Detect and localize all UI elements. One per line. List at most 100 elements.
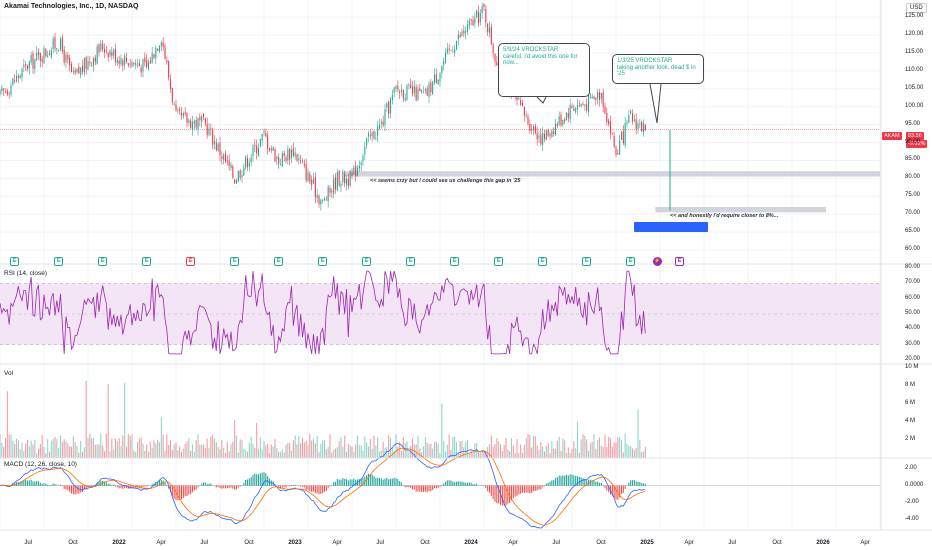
macd-histogram-bar — [289, 485, 291, 487]
volume-bar — [430, 443, 432, 458]
macd-histogram-bar — [12, 483, 14, 486]
macd-histogram-bar — [191, 485, 194, 493]
earnings-marker[interactable]: E — [186, 257, 195, 266]
candle — [591, 96, 593, 99]
candle — [74, 70, 76, 73]
volume-bar — [296, 444, 298, 458]
rsi-pane[interactable] — [0, 270, 880, 355]
volume-bar — [228, 451, 230, 458]
macd-histogram-bar — [516, 485, 518, 496]
volume-bar — [593, 434, 595, 458]
volume-bar — [241, 440, 243, 458]
candle — [373, 130, 375, 139]
macd-histogram-bar — [83, 485, 85, 490]
volume-bar — [158, 442, 161, 458]
currency-button[interactable]: USD — [906, 3, 927, 13]
macd-histogram-bar — [333, 482, 335, 486]
earnings-marker[interactable]: E — [406, 257, 415, 266]
upcoming-earnings-marker[interactable]: E — [675, 257, 684, 266]
candle — [223, 154, 225, 161]
dividend-flash-icon[interactable]: ⚡ — [653, 257, 662, 266]
macd-histogram-bar — [345, 479, 348, 486]
candle — [215, 142, 217, 150]
candle — [428, 83, 430, 97]
candle — [551, 131, 553, 137]
volume-bar — [195, 439, 197, 458]
pane-separators[interactable] — [0, 0, 932, 531]
volume-bar — [173, 444, 175, 458]
macd-histogram-bar — [252, 474, 254, 486]
earnings-marker[interactable]: E — [230, 257, 239, 266]
volume-bar — [70, 446, 73, 458]
earnings-marker[interactable]: E — [98, 257, 107, 266]
macd-histogram-bar — [542, 485, 544, 488]
volume-bar — [129, 436, 131, 458]
candle — [246, 158, 249, 168]
macd-histogram-bar — [582, 478, 584, 486]
note-callout-1[interactable]: 5/9/24 VROCKSTAR careful. i'd avoid this… — [498, 43, 590, 97]
candle — [103, 48, 106, 53]
volume-pane[interactable] — [0, 380, 646, 458]
volume-bar — [179, 446, 181, 458]
rsi-label[interactable]: RSI (14, close) — [4, 270, 47, 277]
macd-histogram-bar — [404, 485, 406, 488]
earnings-marker[interactable]: E — [626, 257, 635, 266]
note-callout-2[interactable]: 1/3/25 VROCKSTAR taking another look. de… — [612, 54, 704, 84]
candle — [195, 120, 197, 128]
macd-histogram-bar — [463, 482, 465, 486]
earnings-marker[interactable]: E — [494, 257, 503, 266]
earnings-marker[interactable]: E — [362, 257, 371, 266]
earnings-marker[interactable]: E — [318, 257, 327, 266]
volume-bar — [382, 441, 384, 458]
candle — [268, 148, 271, 151]
earnings-marker[interactable]: E — [538, 257, 547, 266]
candle — [545, 129, 547, 141]
macd-histogram-bar — [133, 485, 135, 489]
macd-histogram-bar — [624, 485, 626, 489]
macd-histogram-bar — [606, 485, 608, 491]
volume-bar — [433, 442, 436, 458]
macd-histogram-bar — [226, 485, 228, 489]
macd-histogram-bar — [14, 483, 16, 486]
candle — [171, 87, 173, 103]
volume-bar — [197, 434, 199, 458]
macd-histogram-bar — [575, 475, 577, 486]
macd-histogram-bar — [217, 485, 219, 488]
candle — [208, 128, 210, 135]
macd-histogram-bar — [190, 485, 192, 495]
earnings-marker[interactable]: E — [450, 257, 459, 266]
volume-bar — [422, 446, 425, 458]
candle — [41, 58, 43, 62]
candle — [142, 59, 144, 72]
macd-label[interactable]: MACD (12, 26, close, 10) — [4, 461, 77, 468]
price-tick-label: 85.00 — [905, 156, 921, 163]
earnings-marker[interactable]: E — [582, 257, 591, 266]
earnings-marker[interactable]: E — [54, 257, 63, 266]
volume-bar — [184, 444, 186, 458]
candle — [637, 123, 639, 130]
macd-pane[interactable] — [0, 443, 880, 529]
volume-bar — [8, 434, 10, 458]
volume-bar — [257, 448, 260, 458]
candle — [67, 54, 69, 60]
volume-bar — [356, 435, 359, 458]
volume-bar — [259, 437, 261, 458]
candle — [468, 20, 470, 26]
candle — [184, 112, 186, 114]
candle — [239, 170, 241, 178]
rsi-tick-label: 30.00 — [905, 340, 921, 347]
price-pane[interactable] — [0, 2, 880, 232]
volume-bar — [576, 421, 579, 458]
gap-zone — [655, 207, 826, 213]
earnings-marker[interactable]: E — [274, 257, 283, 266]
earnings-marker[interactable]: E — [142, 257, 151, 266]
volume-bar — [212, 434, 214, 458]
volume-label[interactable]: Vol — [4, 370, 14, 377]
volume-bar — [428, 444, 430, 458]
candle — [606, 113, 608, 122]
volume-bar — [10, 434, 12, 458]
volume-bar — [642, 451, 645, 458]
earnings-marker[interactable]: E — [10, 257, 19, 266]
candle — [221, 156, 223, 159]
